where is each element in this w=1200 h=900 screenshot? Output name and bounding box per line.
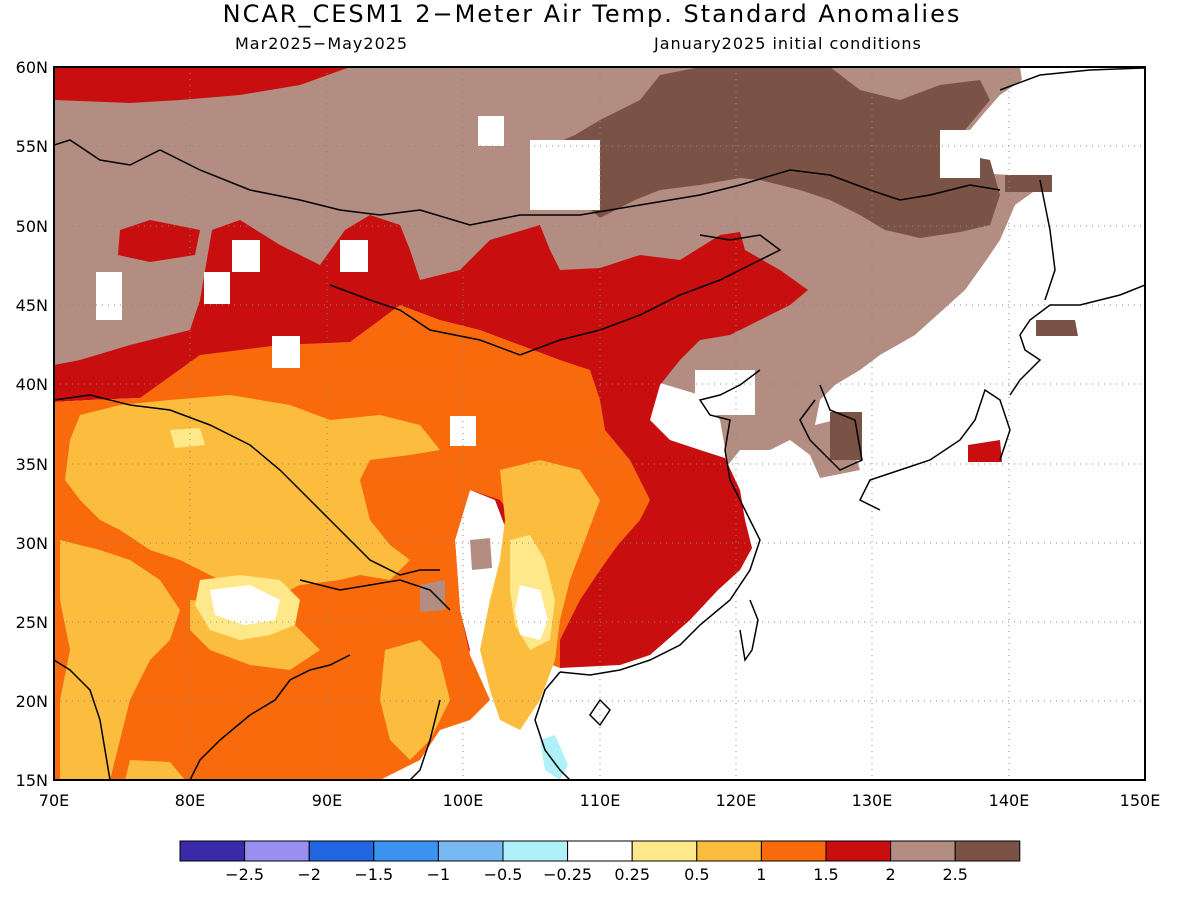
korea-coast <box>799 384 863 471</box>
lat-label: 35N <box>16 455 48 474</box>
anomaly-1.5-2-kazakh <box>118 220 200 262</box>
lon-label: 90E <box>312 791 342 810</box>
coastlines <box>54 67 1145 780</box>
colorbar-label: −1.5 <box>354 865 393 884</box>
india-east-coast <box>189 654 351 780</box>
colorbar: −2.5 −2 −1.5 −1 −0.5 −0.25 0.25 0.5 1 1.5 2 2.5 <box>179 840 1021 884</box>
map-title: NCAR_CESM1 2−Meter Air Temp. Standard An… <box>222 0 962 28</box>
lat-label: 55N <box>16 137 48 156</box>
lon-label: 130E <box>852 791 893 810</box>
himalaya-border <box>54 394 440 576</box>
lon-label: 120E <box>716 791 757 810</box>
lat-label: 45N <box>16 296 48 315</box>
latitude-labels: 60N 55N 50N 45N 40N 35N 30N 25N 20N 15N <box>16 58 48 790</box>
masked-cell <box>340 240 368 272</box>
colorbar-swatch <box>890 840 956 862</box>
lon-label: 80E <box>175 791 205 810</box>
masked-aral <box>96 272 122 320</box>
colorbar-swatch <box>502 840 569 862</box>
lat-lon-grid <box>54 67 1145 780</box>
colorbar-swatch <box>308 840 375 862</box>
lat-label: 40N <box>16 375 48 394</box>
anomaly-above-2.5-hokkaido <box>1036 320 1078 336</box>
myanmar-coast <box>409 699 441 780</box>
lat-label: 25N <box>16 613 48 632</box>
colorbar-swatch <box>954 840 1021 862</box>
masked-baikal <box>530 140 600 210</box>
lat-label: 60N <box>16 58 48 77</box>
taiwan-coast <box>739 599 759 662</box>
nepal-border <box>299 579 451 611</box>
colorbar-label: 2.5 <box>942 865 967 884</box>
anomaly-1-1.5-tibet <box>380 460 445 560</box>
colorbar-label: −2 <box>297 865 321 884</box>
china-coast <box>559 369 761 676</box>
colorbar-swatch <box>567 840 633 862</box>
sakhalin-coast <box>1039 179 1056 301</box>
masked-balkhash <box>232 240 260 272</box>
colorbar-swatch <box>825 840 892 862</box>
lat-label: 15N <box>16 771 48 790</box>
colorbar-swatch <box>696 840 762 862</box>
colorbar-label: −0.5 <box>484 865 523 884</box>
colorbar-swatch <box>631 840 698 862</box>
colorbar-label: −0.25 <box>543 865 592 884</box>
anomaly-2-2.5-yunnan <box>470 538 492 570</box>
masked-qinghai <box>450 416 476 446</box>
lon-label: 100E <box>443 791 484 810</box>
colorbar-label: 1 <box>756 865 766 884</box>
anomaly-near-zero-laos <box>515 585 548 640</box>
lat-label: 50N <box>16 217 48 236</box>
anomaly-negative-vietnam <box>540 735 568 780</box>
india-west-coast <box>54 659 111 780</box>
colorbar-swatch <box>179 840 246 862</box>
lat-label: 30N <box>16 534 48 553</box>
colorbar-swatch <box>760 840 827 862</box>
lon-label: 150E <box>1120 791 1161 810</box>
colorbar-swatch <box>244 840 310 862</box>
masked-cell <box>478 116 504 146</box>
anomaly-above-2.5-sakhalin <box>1005 175 1052 192</box>
mongolia-border <box>329 234 782 356</box>
masked-issyk-kul <box>272 336 300 368</box>
colorbar-label: 0.25 <box>614 865 650 884</box>
anomaly-1.5-2-north <box>54 67 350 103</box>
forecast-period: Mar2025−May2025 <box>235 34 409 53</box>
vietnam-coast <box>534 671 571 780</box>
colorbar-label: 1.5 <box>813 865 838 884</box>
anomaly-above-2.5-korea <box>830 412 862 460</box>
colorbar-label: −2.5 <box>225 865 264 884</box>
map-frame <box>53 66 1146 781</box>
hainan-coast <box>589 698 611 727</box>
anomaly-2-2.5-myanmar <box>420 580 445 612</box>
lat-label: 20N <box>16 692 48 711</box>
lon-label: 110E <box>580 791 621 810</box>
anomaly-0.5-1-west-india <box>60 540 180 780</box>
colorbar-label: 0.5 <box>684 865 709 884</box>
initial-conditions: January2025 initial conditions <box>654 34 922 53</box>
anomaly-0.5-1-south <box>125 760 185 780</box>
colorbar-label: −1 <box>427 865 451 884</box>
japan-coast <box>858 388 1011 511</box>
anomaly-near-zero-india <box>210 585 280 625</box>
colorbar-label: 2 <box>886 865 896 884</box>
masked-cell <box>204 272 230 304</box>
longitude-labels: 70E 80E 90E 100E 110E 120E 130E 140E 150… <box>39 791 1161 810</box>
masked-coast <box>940 130 980 178</box>
lon-label: 140E <box>989 791 1030 810</box>
anomaly-0.25-0.5-pamir <box>170 428 205 448</box>
northern-border <box>54 139 1001 226</box>
hokkaido-coast <box>1009 284 1145 396</box>
colorbar-swatch <box>437 840 504 862</box>
anomaly-0.5-1-north-india <box>65 395 440 595</box>
anomaly-1.5-2-japan <box>968 440 1002 462</box>
lon-label: 70E <box>39 791 69 810</box>
okhotsk-coast <box>999 67 1145 91</box>
colorbar-swatch <box>373 840 439 862</box>
